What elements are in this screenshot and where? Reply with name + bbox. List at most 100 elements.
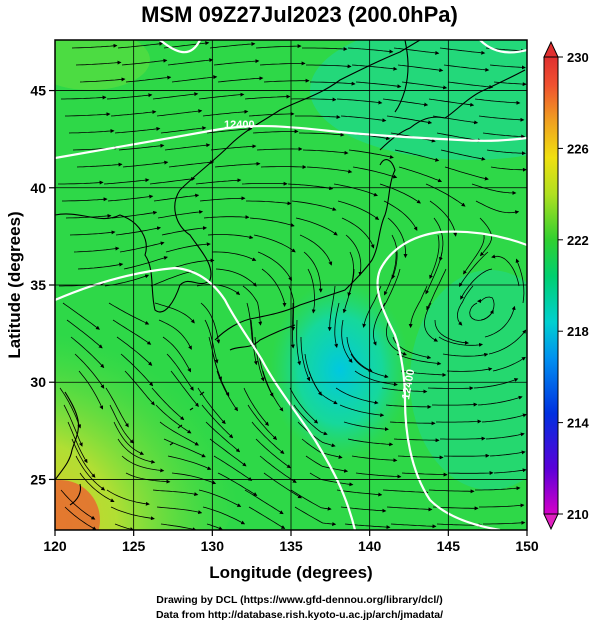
streamline: [341, 217, 375, 249]
streamline: [303, 251, 323, 293]
streamline: [446, 367, 493, 372]
streamline: [427, 386, 474, 391]
streamline: [447, 81, 494, 89]
streamline: [424, 302, 438, 342]
streamline: [70, 336, 105, 369]
streamline: [65, 112, 111, 117]
streamline: [346, 336, 373, 372]
streamline: [203, 215, 250, 220]
streamline: [381, 268, 401, 311]
streamline: [426, 268, 447, 311]
x-axis-label: Longitude (degrees): [209, 563, 372, 582]
streamline: [463, 234, 485, 275]
streamline: [477, 296, 495, 321]
streamline: [486, 149, 526, 156]
streamline: [107, 194, 154, 202]
streamline: [475, 200, 520, 215]
streamline: [198, 92, 245, 100]
streamline: [113, 421, 145, 455]
streamline: [471, 183, 517, 195]
streamline: [482, 132, 526, 139]
streamline: [350, 353, 389, 379]
streamline: [351, 64, 398, 71]
streamline: [217, 472, 258, 496]
streamline: [348, 149, 394, 159]
streamline: [121, 455, 165, 473]
streamline: [255, 44, 302, 49]
y-tick-label: 25: [30, 471, 46, 487]
streamline: [156, 506, 203, 515]
streamline: [490, 166, 527, 172]
streamline: [214, 161, 261, 168]
streamline: [215, 268, 257, 287]
colorbar-tick-label: 218: [567, 324, 589, 339]
streamline: [197, 387, 226, 425]
streamline: [478, 115, 525, 122]
streamline: [211, 251, 257, 261]
streamline: [263, 472, 302, 499]
streamline: [436, 419, 482, 424]
streamline: [112, 319, 152, 345]
streamline: [354, 370, 398, 387]
streamline: [337, 200, 380, 220]
streamline: [256, 147, 303, 151]
streamline: [246, 200, 292, 206]
streamline: [390, 523, 437, 529]
streamline: [106, 93, 153, 100]
x-tick-label: 125: [122, 538, 146, 554]
streamline: [290, 97, 337, 102]
streamline: [114, 523, 135, 530]
streamline: [488, 329, 527, 355]
streamline: [345, 234, 363, 276]
streamline: [355, 472, 402, 479]
streamline: [109, 404, 134, 444]
streamline: [212, 353, 230, 397]
streamline: [249, 217, 295, 227]
colorbar-tick-label: 214: [567, 416, 589, 431]
streamline: [202, 506, 246, 525]
streamline: [117, 41, 164, 49]
streamline: [306, 166, 353, 174]
streamlines: [58, 41, 527, 530]
streamline: [167, 455, 212, 470]
drawing-credit: Drawing by DCL (https://www.gfd-dennou.o…: [156, 594, 443, 606]
streamline: [157, 210, 204, 219]
colorbar-tick-label: 230: [567, 50, 589, 65]
streamline: [216, 370, 238, 412]
streamline: [68, 129, 115, 134]
streamline: [62, 302, 100, 330]
streamline: [300, 337, 311, 382]
streamline: [301, 438, 343, 459]
streamline: [213, 455, 253, 481]
y-tick-label: 45: [30, 83, 46, 99]
streamline: [244, 94, 291, 100]
streamline: [64, 506, 97, 530]
streamline: [71, 43, 118, 49]
streamline: [475, 486, 521, 491]
streamline: [397, 64, 444, 73]
streamline: [342, 268, 355, 314]
streamline: [458, 251, 489, 287]
y-tick-label: 40: [30, 180, 46, 196]
streamline: [243, 387, 269, 427]
streamline: [250, 319, 258, 366]
streamline: [460, 268, 493, 300]
streamline: [66, 319, 103, 349]
streamline: [477, 395, 523, 406]
streamline: [493, 468, 527, 474]
streamline: [152, 489, 199, 497]
streamline: [296, 319, 302, 366]
streamline: [299, 234, 333, 266]
x-tick-label: 120: [43, 538, 67, 554]
streamline: [473, 378, 519, 389]
streamline: [120, 353, 154, 387]
streamline: [210, 144, 257, 151]
streamline: [396, 353, 442, 366]
streamline: [252, 129, 299, 134]
streamline: [474, 98, 521, 105]
streamline: [428, 489, 475, 494]
streamline: [59, 387, 81, 429]
streamline: [355, 81, 402, 89]
streamline: [492, 356, 526, 372]
streamline: [165, 242, 211, 253]
